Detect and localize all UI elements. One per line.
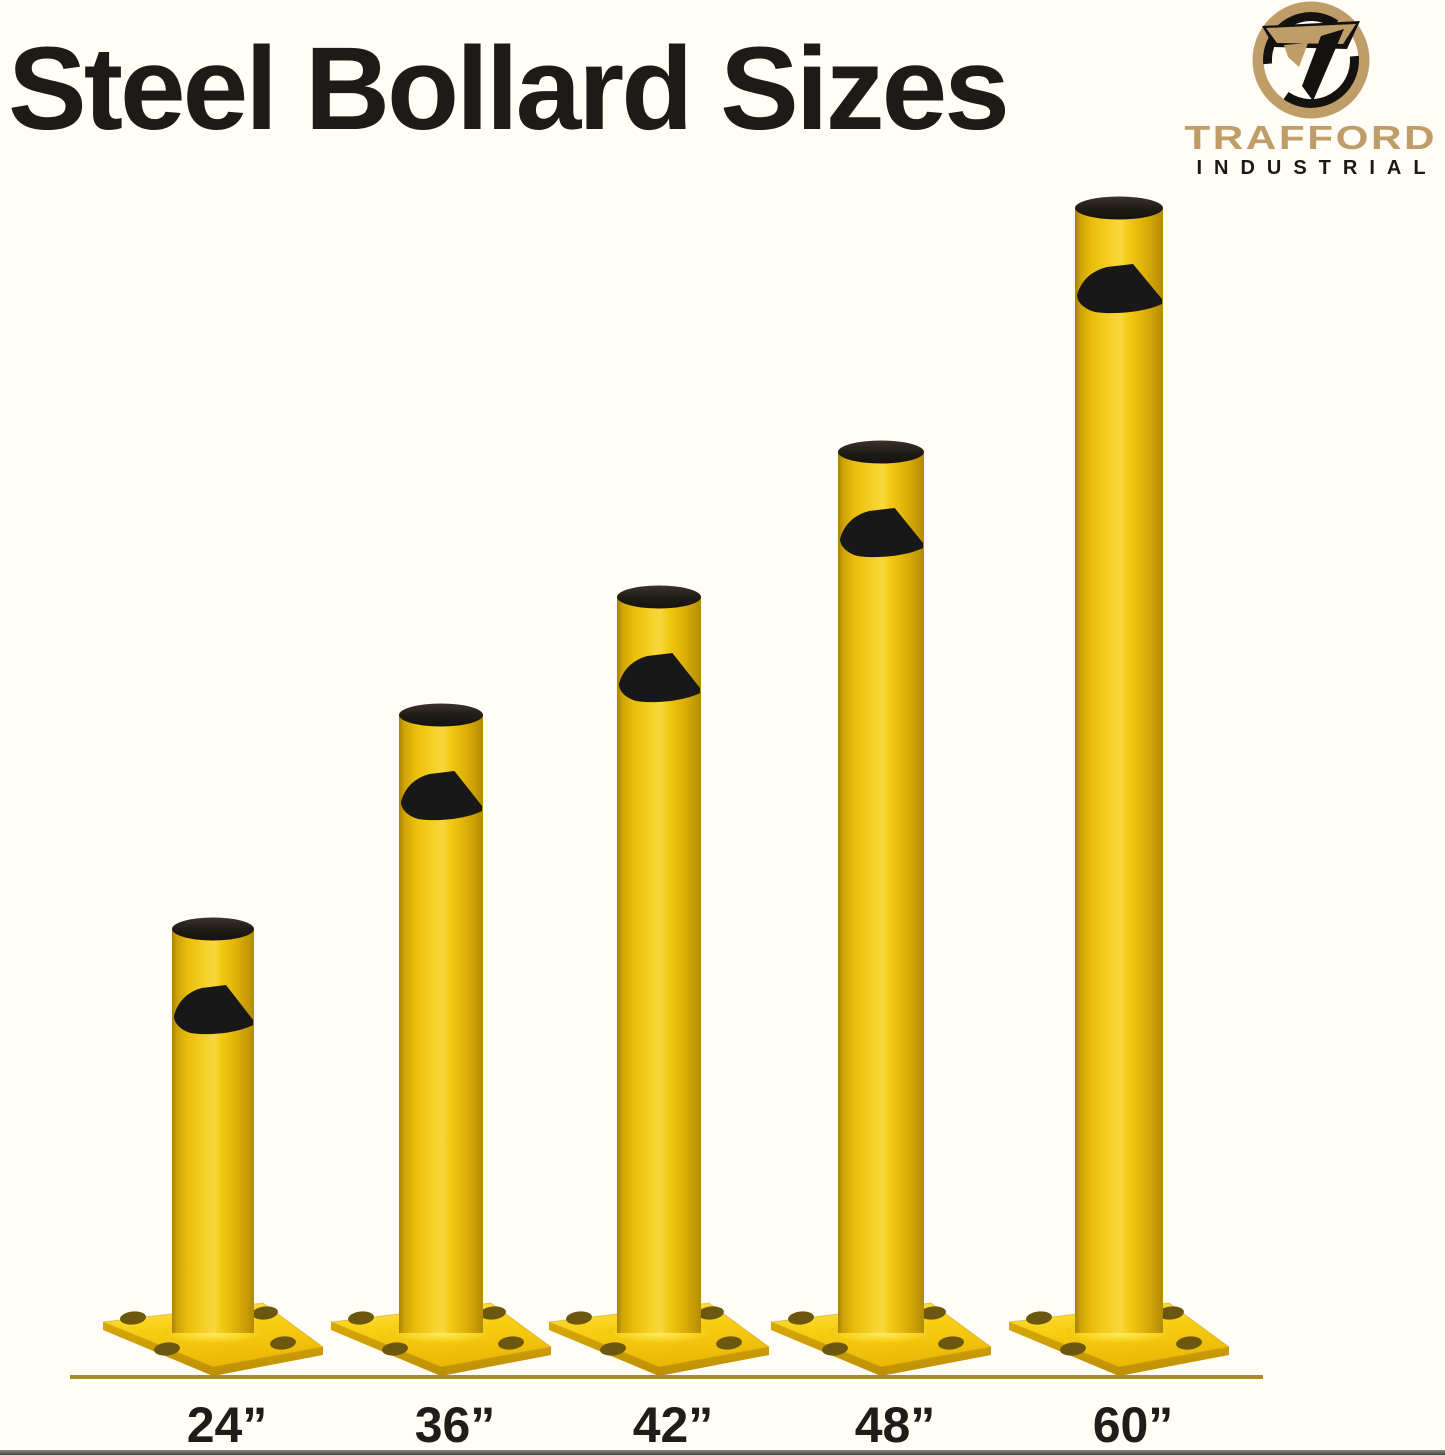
reflective-stripe	[618, 653, 700, 703]
size-label: 60”	[1092, 1397, 1174, 1453]
size-label: 24”	[186, 1397, 268, 1453]
brand-subtitle: INDUSTRIAL	[1196, 157, 1438, 179]
brand-name: TRAFFORD	[1184, 119, 1438, 156]
reflective-stripe	[173, 985, 254, 1035]
bollard-pipe	[838, 452, 924, 1333]
bollard-pipe	[1075, 208, 1163, 1333]
trafford-monogram-icon	[1252, 1, 1370, 119]
reflective-stripe	[840, 508, 923, 558]
bollard-cap	[838, 440, 924, 464]
bollard-cap	[172, 917, 254, 941]
bollard-pipe	[617, 597, 701, 1333]
bollard-illustration	[547, 585, 771, 1376]
size-label: 36”	[414, 1397, 496, 1453]
bollard-illustration	[101, 917, 325, 1376]
base-plate	[769, 1302, 993, 1376]
bollard-illustration	[1007, 196, 1231, 1376]
reflective-stripe	[400, 771, 482, 821]
bollard-illustration	[329, 703, 553, 1376]
bottom-edge-bar	[0, 1450, 1445, 1455]
page-title: Steel Bollard Sizes	[8, 23, 1010, 155]
baseline-rule	[70, 1375, 1263, 1379]
bollard-cap	[399, 703, 483, 727]
brand-logo: TRAFFORD INDUSTRIAL	[1180, 0, 1442, 178]
bollard-cap	[617, 585, 701, 609]
reflective-stripe	[1077, 264, 1162, 314]
bollard-cap	[1075, 196, 1163, 220]
size-label: 48”	[854, 1397, 936, 1453]
base-plate	[101, 1302, 325, 1376]
bollard-illustration	[769, 440, 993, 1376]
size-label: 42”	[632, 1397, 714, 1453]
